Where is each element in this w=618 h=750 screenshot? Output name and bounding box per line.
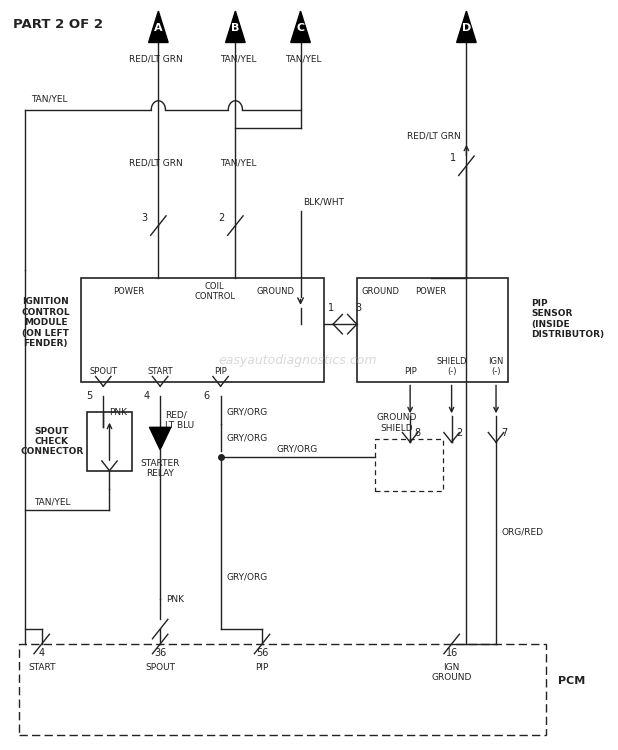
Text: GROUND: GROUND (362, 286, 399, 296)
Text: TAN/YEL: TAN/YEL (31, 94, 67, 104)
Text: POWER: POWER (415, 286, 446, 296)
Text: 2: 2 (456, 428, 463, 438)
Text: 6: 6 (204, 391, 210, 401)
Text: COIL
CONTROL: COIL CONTROL (194, 281, 235, 301)
Text: STARTER
RELAY: STARTER RELAY (140, 459, 180, 478)
Text: START: START (147, 368, 173, 376)
Text: GRY/ORG: GRY/ORG (277, 445, 318, 454)
Text: POWER: POWER (113, 286, 145, 296)
Text: 4: 4 (38, 648, 44, 658)
Text: SPOUT: SPOUT (89, 368, 117, 376)
Text: PART 2 OF 2: PART 2 OF 2 (13, 18, 103, 31)
Text: ORG/RED: ORG/RED (502, 527, 544, 536)
Bar (19, 644, 546, 735)
Text: RED/LT GRN: RED/LT GRN (129, 158, 182, 167)
Text: TAN/YEL: TAN/YEL (34, 497, 70, 506)
Text: 3: 3 (142, 213, 148, 223)
Text: GRY/ORG: GRY/ORG (226, 408, 268, 417)
Polygon shape (148, 11, 168, 43)
Text: TAN/YEL: TAN/YEL (286, 55, 322, 64)
Text: START: START (28, 663, 56, 672)
Polygon shape (457, 11, 476, 43)
Text: PIP: PIP (404, 368, 417, 376)
Text: A: A (154, 23, 163, 33)
Text: GROUND: GROUND (256, 286, 295, 296)
Text: B: B (231, 23, 240, 33)
Text: 56: 56 (256, 648, 268, 658)
Text: RED/LT GRN: RED/LT GRN (129, 55, 182, 64)
Text: C: C (297, 23, 305, 33)
Text: SHIELD
(-): SHIELD (-) (436, 357, 467, 376)
Polygon shape (291, 11, 310, 43)
Text: GRY/ORG: GRY/ORG (226, 433, 268, 442)
Bar (87, 413, 132, 471)
Text: PCM: PCM (558, 676, 585, 686)
Text: 3: 3 (355, 303, 362, 313)
Text: PIP
SENSOR
(INSIDE
DISTRIBUTOR): PIP SENSOR (INSIDE DISTRIBUTOR) (531, 298, 604, 339)
Text: 1: 1 (450, 153, 455, 164)
Text: GROUND
SHIELD: GROUND SHIELD (376, 413, 417, 433)
Text: easyautodiagnostics.com: easyautodiagnostics.com (218, 353, 377, 367)
Text: TAN/YEL: TAN/YEL (220, 55, 256, 64)
Text: 5: 5 (87, 391, 93, 401)
Text: IGNITION
CONTROL
MODULE
(ON LEFT
FENDER): IGNITION CONTROL MODULE (ON LEFT FENDER) (22, 298, 70, 348)
Text: 16: 16 (446, 648, 458, 658)
Text: 8: 8 (415, 428, 421, 438)
Text: 36: 36 (154, 648, 166, 658)
Bar (375, 439, 442, 491)
Text: PIP: PIP (255, 663, 269, 672)
Text: GRY/ORG: GRY/ORG (226, 572, 268, 581)
Text: TAN/YEL: TAN/YEL (220, 158, 256, 167)
Text: IGN
GROUND: IGN GROUND (431, 663, 472, 682)
Polygon shape (226, 11, 245, 43)
Text: PIP: PIP (214, 368, 227, 376)
Text: RED/LT GRN: RED/LT GRN (407, 131, 460, 140)
Bar (357, 278, 508, 382)
Polygon shape (150, 427, 171, 450)
Text: 1: 1 (328, 303, 334, 313)
Text: SPOUT: SPOUT (145, 663, 175, 672)
Text: PNK: PNK (109, 408, 127, 417)
Text: 7: 7 (501, 428, 507, 438)
Text: BLK/WHT: BLK/WHT (303, 198, 344, 207)
Text: D: D (462, 23, 471, 33)
Text: 2: 2 (219, 213, 225, 223)
Text: RED/
LT BLU: RED/ LT BLU (165, 410, 194, 430)
Text: 4: 4 (143, 391, 150, 401)
Bar (82, 278, 324, 382)
Text: PNK: PNK (166, 595, 184, 604)
Text: IGN
(-): IGN (-) (488, 357, 504, 376)
Text: SPOUT
CHECK
CONNECTOR: SPOUT CHECK CONNECTOR (20, 427, 83, 457)
